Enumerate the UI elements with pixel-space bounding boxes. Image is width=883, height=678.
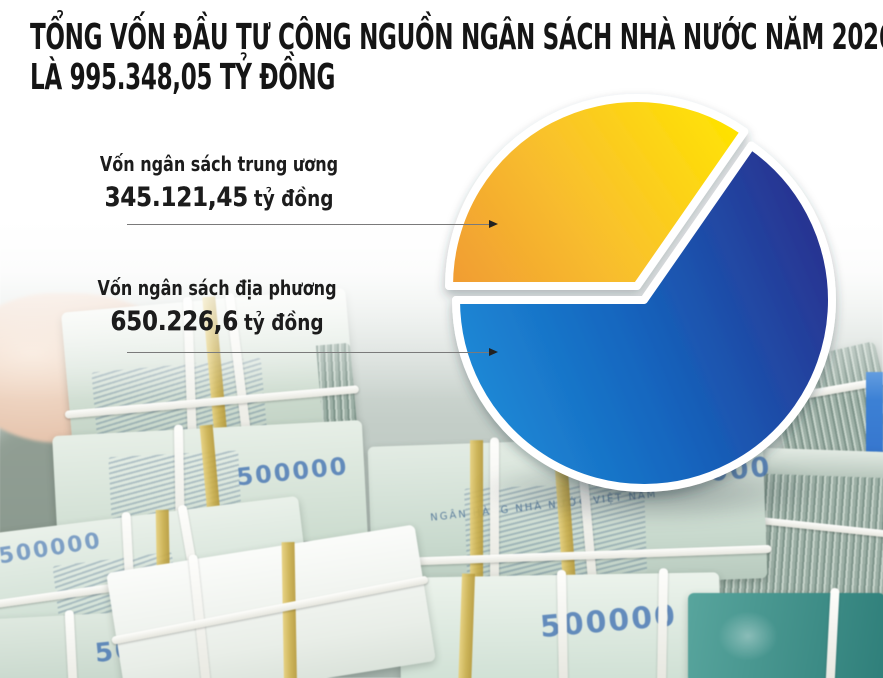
callout-value: 650.226,6 tỷ đồng [87,306,347,337]
callout-number: 345.121,45 [104,182,248,213]
callout-central-budget: Vốn ngân sách trung ương 345.121,45 tỷ đồ… [64,152,374,213]
bundle-string [825,587,840,678]
bundle-string [656,568,669,678]
leader-arrow-central [127,220,498,228]
bundle-band [457,573,476,678]
bundle-string [111,575,429,645]
callout-label: Vốn ngân sách trung ương [99,152,339,176]
title-line-1: TỔNG VỐN ĐẦU TƯ CÔNG NGUỒN NGÂN SÁCH NHÀ… [30,17,883,58]
callout-local-budget: Vốn ngân sách địa phương 650.226,6 tỷ đồn… [62,276,372,337]
callout-unit: tỷ đồng [243,311,324,336]
arrowhead-icon [489,348,498,356]
title-line-2: LÀ 995.348,05 TỶ ĐỒNG [30,57,336,99]
bundle-string [556,569,569,678]
teal-note-bundle [688,587,883,678]
page-title: TỔNG VỐN ĐẦU TƯ CÔNG NGUỒN NGÂN SÁCH NHÀ… [30,17,883,99]
callout-label: Vốn ngân sách địa phương [97,276,337,300]
bundle-string [64,609,79,678]
callout-number: 650.226,6 [110,306,239,337]
callout-unit: tỷ đồng [253,187,334,212]
money-bundle: 500000 [399,568,721,678]
arrowhead-icon [489,220,498,228]
note-emblem [718,611,778,661]
pie-chart [445,93,836,492]
leader-arrow-local [127,348,498,356]
bundle-string [188,554,213,678]
callout-value: 345.121,45 tỷ đồng [89,182,349,213]
note-number-text: 500000 [234,451,350,492]
